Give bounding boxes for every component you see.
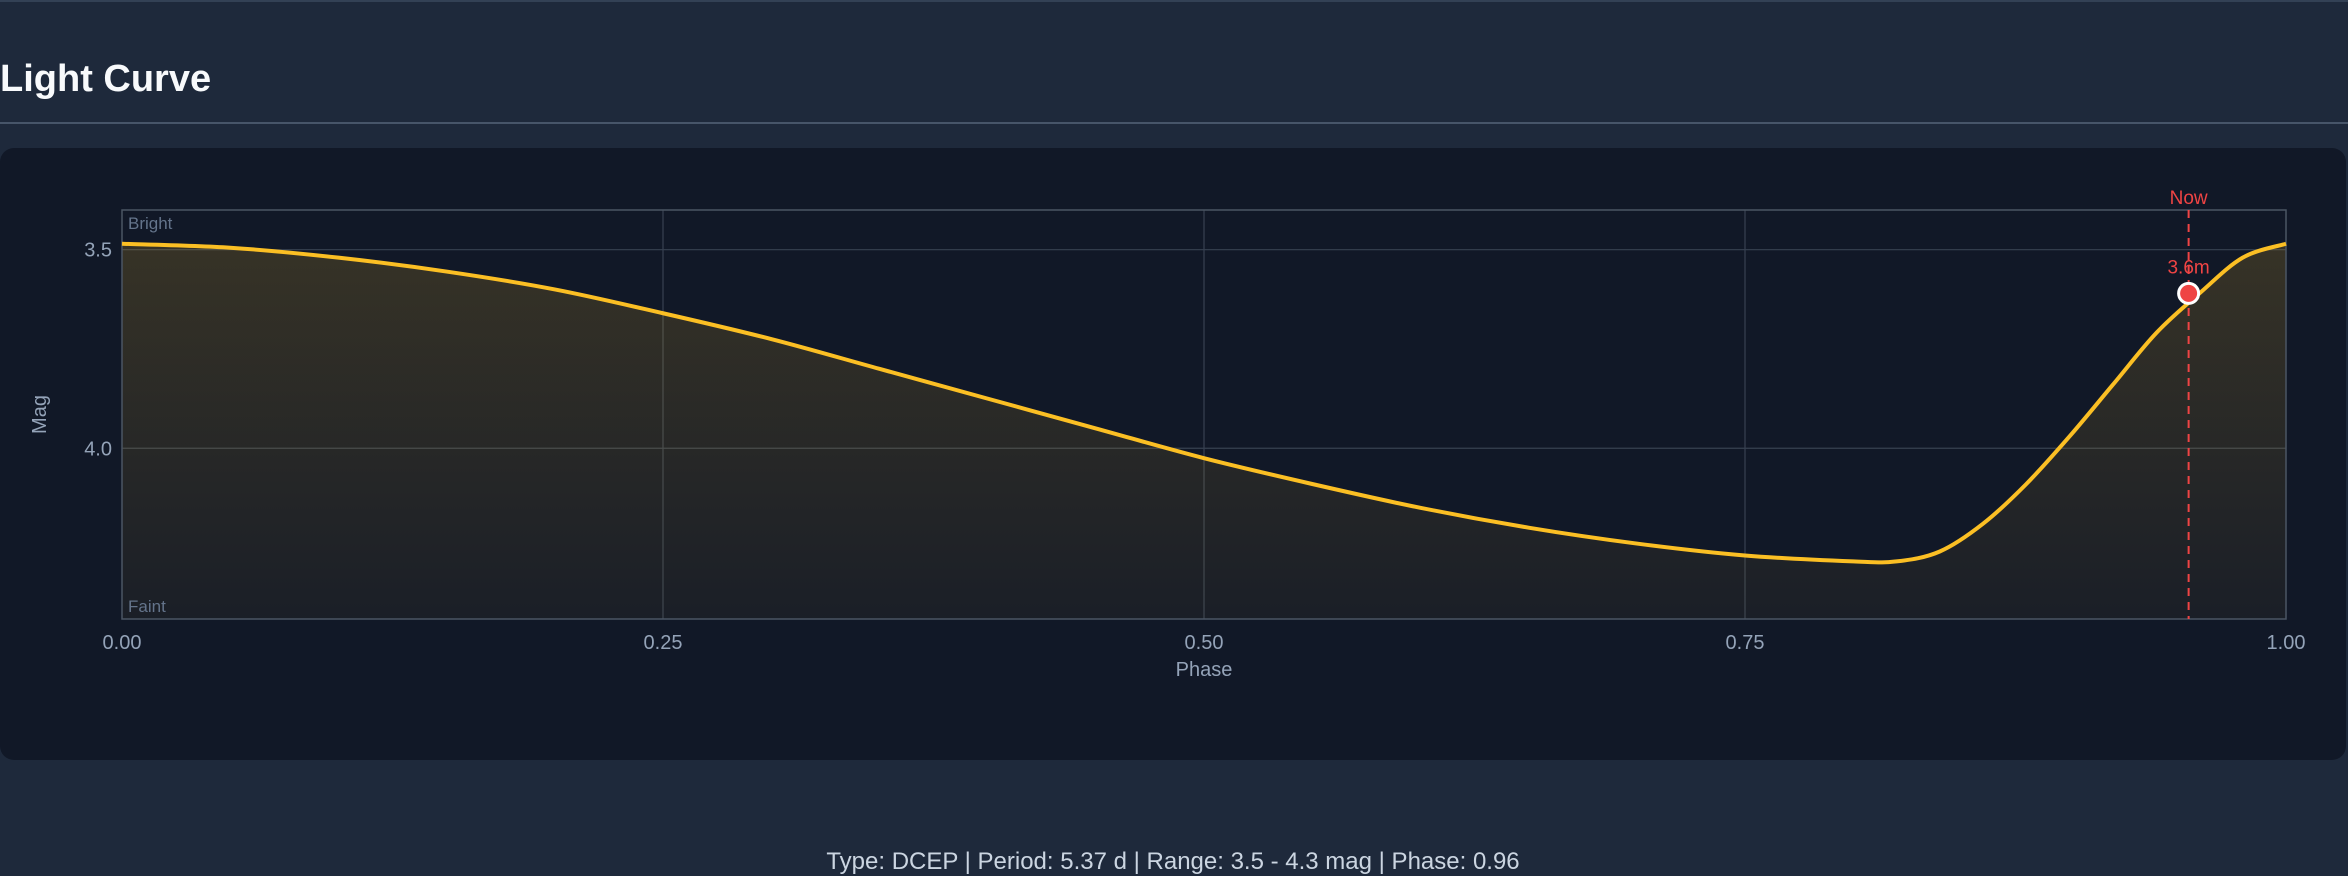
- x-tick-label: 0.25: [644, 632, 683, 654]
- y-axis-ticks: 3.5 4.0: [84, 240, 112, 461]
- x-tick-label: 0.50: [1185, 632, 1224, 654]
- current-point-marker: [2177, 281, 2201, 305]
- x-tick-label: 0.75: [1726, 632, 1765, 654]
- bright-label: Bright: [128, 214, 173, 233]
- plot-frame: [121, 209, 2287, 620]
- star-info-line: Type: DCEP | Period: 5.37 d | Range: 3.5…: [826, 848, 1520, 875]
- light-curve-chart: 0.00 0.25 0.50 0.75 1.00 3.5 4.0 Bright Faint…: [29, 188, 2306, 681]
- y-tick-label: 3.5: [84, 240, 112, 262]
- chart-panel: 0.00 0.25 0.50 0.75 1.00 3.5 4.0 Bright Faint…: [0, 148, 2346, 875]
- y-tick-label: 4.0: [84, 438, 112, 460]
- top-border: [0, 0, 2348, 2]
- y-axis-label: Mag: [29, 395, 51, 434]
- current-mag-label: 3.6m: [2167, 257, 2209, 278]
- x-tick-label: 0.00: [103, 632, 142, 654]
- section-header: Light Curve: [0, 2, 2348, 124]
- light-curve-line: [121, 241, 2287, 565]
- page-title: Light Curve: [0, 58, 212, 100]
- x-axis-ticks: 0.00 0.25 0.50 0.75 1.00: [103, 632, 2306, 654]
- faint-label: Faint: [128, 597, 166, 616]
- curve-fill-area: [122, 243, 2286, 619]
- x-tick-label: 1.00: [2267, 632, 2306, 654]
- now-label: Now: [2170, 188, 2208, 209]
- x-axis-label: Phase: [1176, 659, 1233, 681]
